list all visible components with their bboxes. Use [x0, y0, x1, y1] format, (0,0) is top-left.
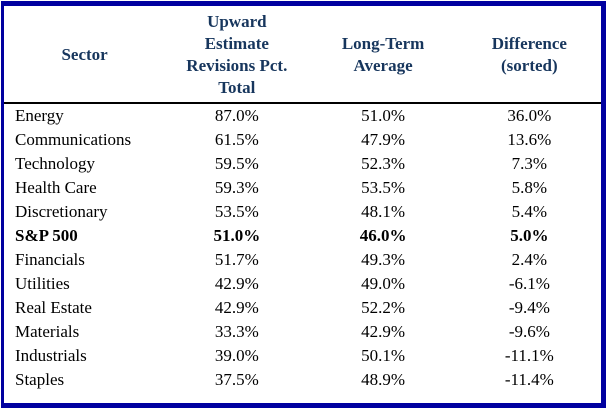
- difference-cell: 13.6%: [507, 130, 552, 149]
- header-long-term-average: Long-Term Average: [341, 34, 425, 75]
- table-row-staples: Staples 37.5% 48.9% -11.4%: [4, 368, 601, 392]
- longterm-cell: 49.3%: [361, 250, 406, 269]
- upward-cell: 37.5%: [214, 370, 259, 389]
- table-row-sp500: S&P 500 51.0% 46.0% 5.0%: [4, 224, 601, 248]
- sector-cell: Utilities: [15, 274, 70, 293]
- header-row: Sector Upward Estimate Revisions Pct. To…: [4, 6, 601, 103]
- sector-cell: Financials: [15, 250, 85, 269]
- header-upward-estimate-revisions: Upward Estimate Revisions Pct. Total: [186, 12, 288, 97]
- difference-cell: -11.4%: [504, 370, 554, 389]
- difference-cell: -9.6%: [508, 322, 550, 341]
- longterm-cell: 47.9%: [361, 130, 406, 149]
- difference-cell: -6.1%: [508, 274, 550, 293]
- longterm-cell: 42.9%: [361, 322, 406, 341]
- longterm-cell: 48.1%: [361, 202, 406, 221]
- longterm-cell: 50.1%: [361, 346, 406, 365]
- table-row-real-estate: Real Estate 42.9% 52.2% -9.4%: [4, 296, 601, 320]
- difference-cell: 5.4%: [511, 202, 548, 221]
- difference-cell: 2.4%: [511, 250, 548, 269]
- upward-cell: 59.5%: [214, 154, 259, 173]
- table-header: Sector Upward Estimate Revisions Pct. To…: [4, 6, 601, 103]
- sector-cell: Discretionary: [15, 202, 108, 221]
- table-row-materials: Materials 33.3% 42.9% -9.6%: [4, 320, 601, 344]
- longterm-cell: 52.3%: [361, 154, 406, 173]
- sector-cell: Industrials: [15, 346, 87, 365]
- table-body: Energy 87.0% 51.0% 36.0% Communications …: [4, 103, 601, 392]
- table-row-technology: Technology 59.5% 52.3% 7.3%: [4, 152, 601, 176]
- table-row-communications: Communications 61.5% 47.9% 13.6%: [4, 128, 601, 152]
- longterm-cell: 46.0%: [359, 226, 407, 245]
- sector-cell: S&P 500: [15, 226, 78, 245]
- sector-cell: Communications: [15, 130, 132, 149]
- difference-cell: 36.0%: [507, 106, 552, 125]
- upward-cell: 61.5%: [214, 130, 259, 149]
- upward-cell: 87.0%: [214, 106, 259, 125]
- difference-cell: 5.0%: [510, 226, 549, 245]
- sector-revisions-table: Sector Upward Estimate Revisions Pct. To…: [4, 6, 601, 392]
- upward-cell: 33.3%: [214, 322, 259, 341]
- table-row-energy: Energy 87.0% 51.0% 36.0%: [4, 103, 601, 128]
- table-row-financials: Financials 51.7% 49.3% 2.4%: [4, 248, 601, 272]
- upward-cell: 51.7%: [214, 250, 259, 269]
- sector-cell: Energy: [15, 106, 64, 125]
- upward-cell: 42.9%: [214, 274, 259, 293]
- upward-cell: 53.5%: [214, 202, 259, 221]
- sector-cell: Real Estate: [15, 298, 92, 317]
- header-difference-sorted: Difference (sorted): [491, 34, 567, 75]
- difference-cell: -11.1%: [504, 346, 554, 365]
- upward-cell: 42.9%: [214, 298, 259, 317]
- upward-cell: 59.3%: [214, 178, 259, 197]
- table-row-health-care: Health Care 59.3% 53.5% 5.8%: [4, 176, 601, 200]
- difference-cell: 5.8%: [511, 178, 548, 197]
- table-row-industrials: Industrials 39.0% 50.1% -11.1%: [4, 344, 601, 368]
- longterm-cell: 51.0%: [361, 106, 406, 125]
- table-row-utilities: Utilities 42.9% 49.0% -6.1%: [4, 272, 601, 296]
- sector-cell: Materials: [15, 322, 80, 341]
- difference-cell: -9.4%: [508, 298, 550, 317]
- table-row-discretionary: Discretionary 53.5% 48.1% 5.4%: [4, 200, 601, 224]
- longterm-cell: 48.9%: [361, 370, 406, 389]
- longterm-cell: 49.0%: [361, 274, 406, 293]
- longterm-cell: 53.5%: [361, 178, 406, 197]
- sector-cell: Staples: [15, 370, 65, 389]
- upward-cell: 51.0%: [213, 226, 261, 245]
- upward-cell: 39.0%: [214, 346, 259, 365]
- header-sector: Sector: [61, 45, 108, 64]
- sector-cell: Health Care: [15, 178, 97, 197]
- sector-cell: Technology: [15, 154, 96, 173]
- difference-cell: 7.3%: [511, 154, 548, 173]
- longterm-cell: 52.2%: [361, 298, 406, 317]
